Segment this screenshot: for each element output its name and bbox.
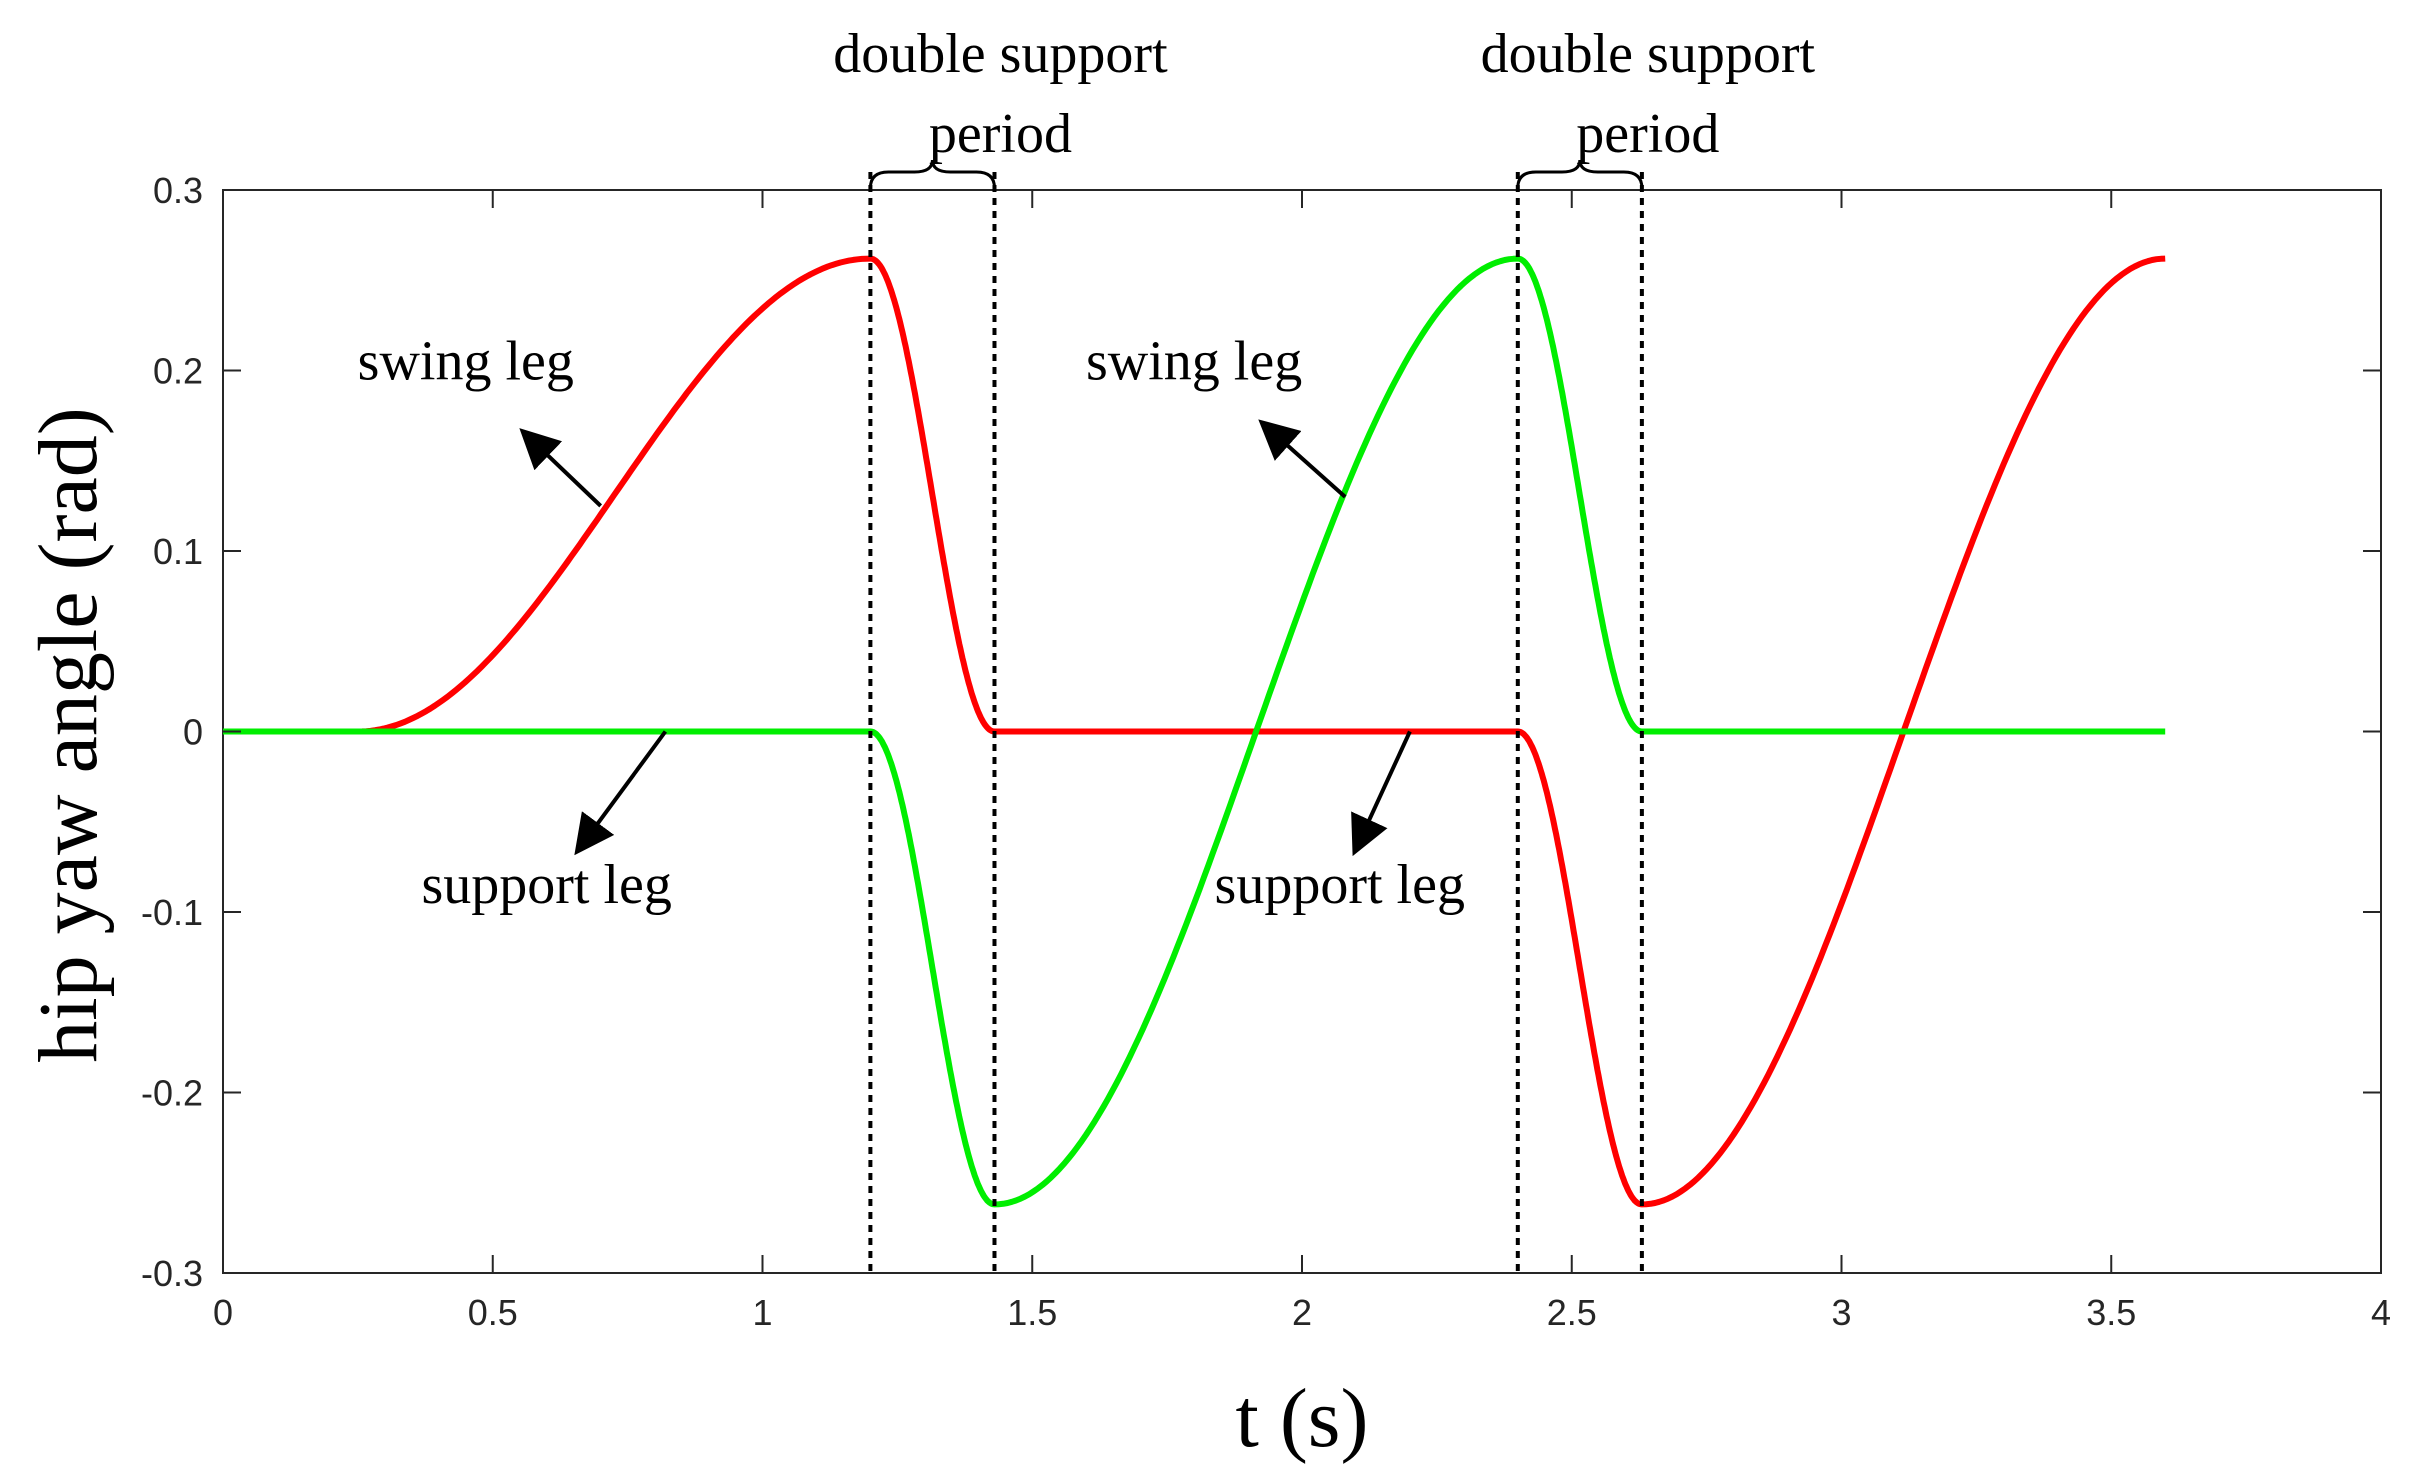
double-support-1-label: period (929, 103, 1072, 165)
y-tick-label: -0.2 (141, 1073, 203, 1114)
double-support-2-brace (1516, 159, 1644, 189)
x-tick-label: 0.5 (468, 1292, 518, 1333)
x-tick-label: 2 (1292, 1292, 1312, 1333)
x-axis-label: t (s) (1236, 1372, 1369, 1465)
swing-leg-1-arrow (519, 428, 603, 508)
x-tick-label: 1.5 (1007, 1292, 1057, 1333)
y-tick-label: -0.1 (141, 892, 203, 933)
support-leg-2-label: support leg (1215, 854, 1465, 916)
y-tick-label: 0.1 (153, 531, 203, 572)
y-tick-label: 0 (183, 712, 203, 753)
y-tick-label: 0.2 (153, 351, 203, 392)
x-tick-label: 3.5 (2086, 1292, 2136, 1333)
y-tick-label: -0.3 (141, 1253, 203, 1294)
support-leg-2-arrow (1351, 730, 1412, 857)
support-leg-1-label: support leg (421, 854, 671, 916)
swing-leg-1-label: swing leg (358, 331, 574, 393)
y-tick-label: 0.3 (153, 170, 203, 211)
double-support-1-label: double support (833, 23, 1168, 85)
series-line-2 (223, 255, 2166, 1208)
swing-leg-2-label: swing leg (1086, 331, 1302, 393)
support-leg-1-arrow (574, 730, 668, 856)
swing-leg-2-arrow (1258, 419, 1347, 499)
x-tick-label: 0 (213, 1292, 233, 1333)
x-tick-label: 4 (2371, 1292, 2391, 1333)
double-support-1-brace (868, 159, 996, 189)
double-support-2-label: double support (1481, 23, 1816, 85)
x-tick-label: 1 (752, 1292, 772, 1333)
x-tick-label: 3 (1831, 1292, 1851, 1333)
double-support-2-label: period (1576, 103, 1719, 165)
x-tick-label: 2.5 (1547, 1292, 1597, 1333)
y-axis-label: hip yaw angle (rad) (22, 407, 115, 1062)
